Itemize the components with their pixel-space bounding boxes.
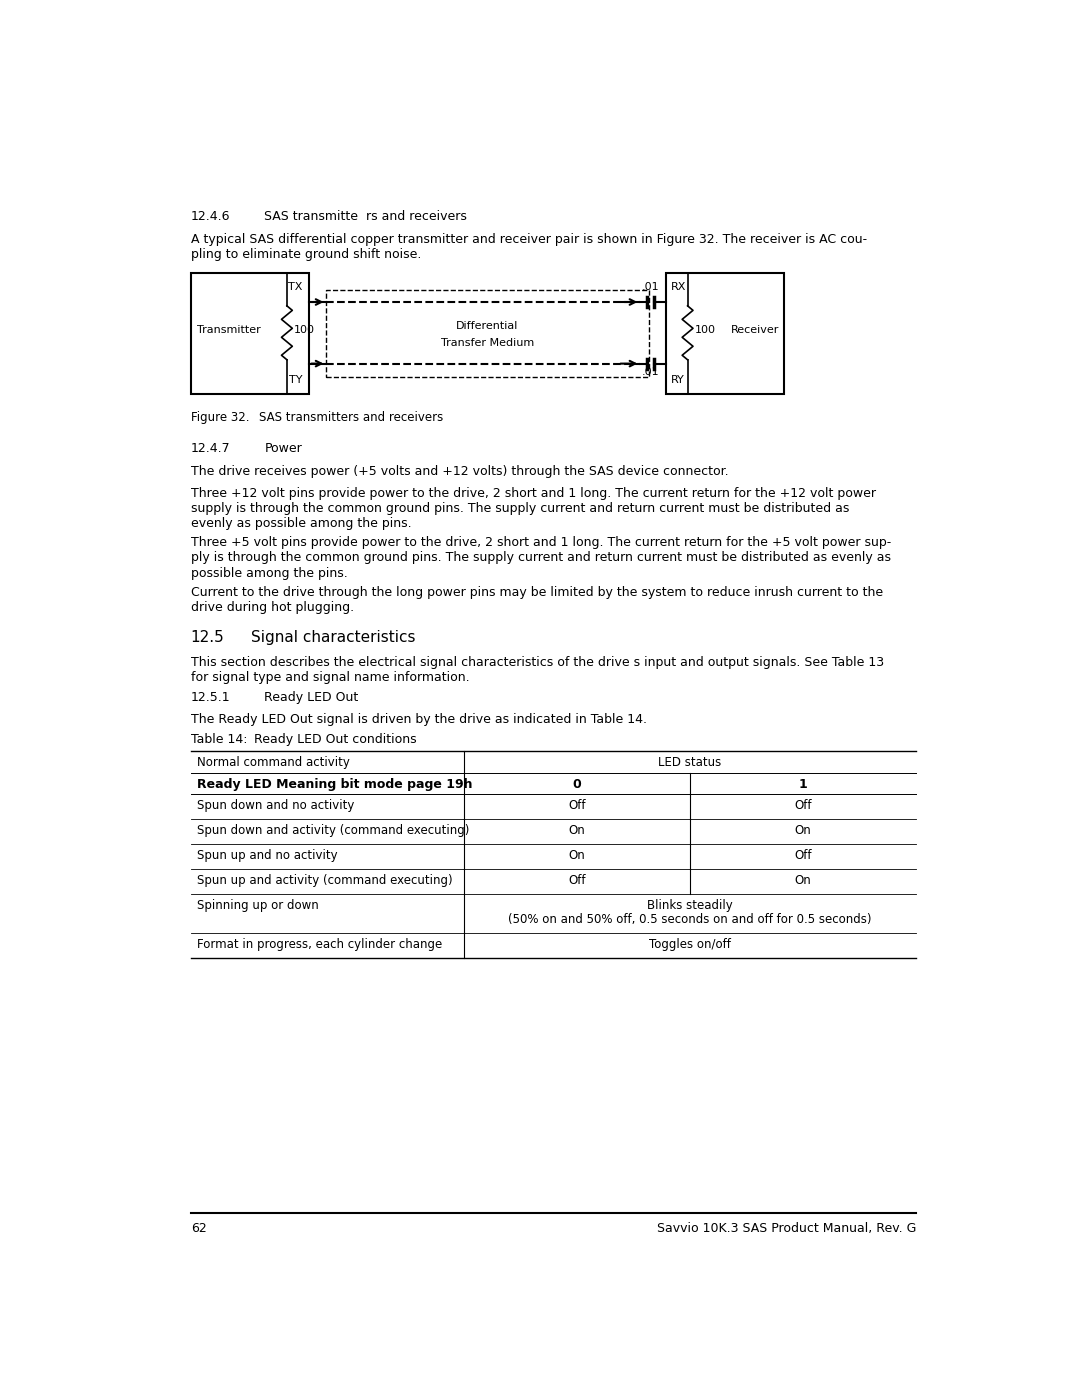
Text: Ready LED Meaning bit mode page 19h: Ready LED Meaning bit mode page 19h <box>197 778 473 791</box>
Bar <box>666 272 784 394</box>
Text: Spun down and no activity: Spun down and no activity <box>197 799 354 813</box>
Text: 12.4.7: 12.4.7 <box>191 441 230 455</box>
Text: Ready LED Out conditions: Ready LED Out conditions <box>255 733 417 746</box>
Text: Ready LED Out: Ready LED Out <box>265 692 359 704</box>
Text: Transmitter: Transmitter <box>197 324 260 335</box>
Text: TX: TX <box>288 282 302 292</box>
Text: for signal type and signal name information.: for signal type and signal name informat… <box>191 671 470 685</box>
Text: Off: Off <box>794 799 812 813</box>
Text: Figure 32.: Figure 32. <box>191 411 249 425</box>
Text: 12.5.1: 12.5.1 <box>191 692 230 704</box>
Text: 12.4.6: 12.4.6 <box>191 210 230 224</box>
Text: 100: 100 <box>694 324 716 335</box>
Text: pling to eliminate ground shift noise.: pling to eliminate ground shift noise. <box>191 249 421 261</box>
Text: Transfer Medium: Transfer Medium <box>441 338 534 348</box>
Text: Differential: Differential <box>456 321 518 331</box>
Bar <box>191 272 309 394</box>
Text: possible among the pins.: possible among the pins. <box>191 567 348 580</box>
Text: Three +5 volt pins provide power to the drive, 2 short and 1 long. The current r: Three +5 volt pins provide power to the … <box>191 536 891 549</box>
Text: RY: RY <box>671 376 685 386</box>
Text: Savvio 10K.3 SAS Product Manual, Rev. G: Savvio 10K.3 SAS Product Manual, Rev. G <box>657 1222 916 1235</box>
Text: Signal characteristics: Signal characteristics <box>252 630 416 645</box>
Text: .01: .01 <box>642 282 659 292</box>
Text: Off: Off <box>568 873 585 887</box>
Text: 62: 62 <box>191 1222 206 1235</box>
Text: Current to the drive through the long power pins may be limited by the system to: Current to the drive through the long po… <box>191 587 883 599</box>
Text: Spun up and no activity: Spun up and no activity <box>197 849 338 862</box>
Text: LED status: LED status <box>659 756 721 770</box>
Text: The drive receives power (+5 volts and +12 volts) through the SAS device connect: The drive receives power (+5 volts and +… <box>191 465 728 478</box>
Text: RX: RX <box>671 282 686 292</box>
Bar <box>326 289 649 377</box>
Text: The Ready LED Out signal is driven by the drive as indicated in Table 14.: The Ready LED Out signal is driven by th… <box>191 712 647 726</box>
Text: Receiver: Receiver <box>731 324 779 335</box>
Text: .01: .01 <box>642 366 659 377</box>
Text: Normal command activity: Normal command activity <box>197 756 350 770</box>
Text: Spun down and activity (command executing): Spun down and activity (command executin… <box>197 824 470 837</box>
Text: SAS transmitters and receivers: SAS transmitters and receivers <box>259 411 443 425</box>
Text: A typical SAS differential copper transmitter and receiver pair is shown in Figu: A typical SAS differential copper transm… <box>191 233 867 246</box>
Text: drive during hot plugging.: drive during hot plugging. <box>191 601 354 615</box>
Text: On: On <box>795 873 811 887</box>
Text: Off: Off <box>568 799 585 813</box>
Text: Blinks steadily: Blinks steadily <box>647 898 732 912</box>
Text: ply is through the common ground pins. The supply current and return current mus: ply is through the common ground pins. T… <box>191 552 891 564</box>
Text: Spinning up or down: Spinning up or down <box>197 898 319 912</box>
Text: Power: Power <box>265 441 302 455</box>
Text: (50% on and 50% off, 0.5 seconds on and off for 0.5 seconds): (50% on and 50% off, 0.5 seconds on and … <box>509 914 872 926</box>
Text: Three +12 volt pins provide power to the drive, 2 short and 1 long. The current : Three +12 volt pins provide power to the… <box>191 486 876 500</box>
Text: On: On <box>568 849 585 862</box>
Text: Toggles on/off: Toggles on/off <box>649 939 731 951</box>
Text: 100: 100 <box>294 324 315 335</box>
Text: Spun up and activity (command executing): Spun up and activity (command executing) <box>197 873 453 887</box>
Text: On: On <box>795 824 811 837</box>
Text: 12.5: 12.5 <box>191 630 225 645</box>
Text: TY: TY <box>289 376 302 386</box>
Text: evenly as possible among the pins.: evenly as possible among the pins. <box>191 517 411 529</box>
Text: Format in progress, each cylinder change: Format in progress, each cylinder change <box>197 939 442 951</box>
Text: 0: 0 <box>572 778 581 791</box>
Text: This section describes the electrical signal characteristics of the drive s inpu: This section describes the electrical si… <box>191 657 883 669</box>
Text: SAS transmitte  rs and receivers: SAS transmitte rs and receivers <box>265 210 468 224</box>
Text: 1: 1 <box>799 778 808 791</box>
Text: Off: Off <box>794 849 812 862</box>
Text: On: On <box>568 824 585 837</box>
Text: supply is through the common ground pins. The supply current and return current : supply is through the common ground pins… <box>191 502 849 515</box>
Text: Table 14:: Table 14: <box>191 733 247 746</box>
